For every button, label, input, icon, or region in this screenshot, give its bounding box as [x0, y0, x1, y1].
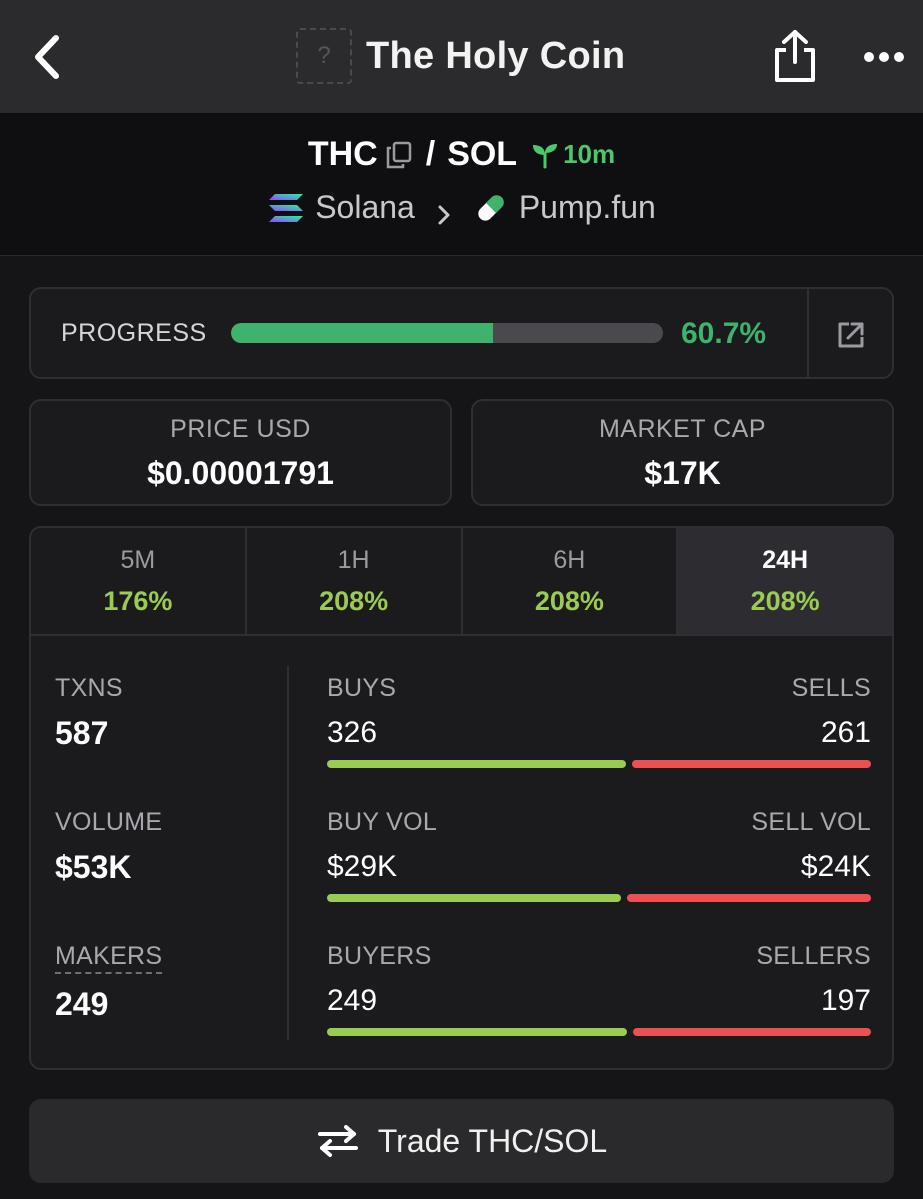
- buy-vol-value: $29K: [327, 850, 398, 883]
- price-usd-label: PRICE USD: [170, 415, 311, 443]
- txns-value: 587: [55, 715, 109, 751]
- buyers-value: 249: [327, 984, 378, 1017]
- pair-row: THC / SOL 10m: [0, 135, 923, 174]
- buys-label: BUYS: [327, 674, 397, 702]
- sell-vol-label: SELL VOL: [751, 808, 871, 836]
- solana-icon: [267, 192, 305, 224]
- sellers-label: SELLERS: [756, 942, 871, 970]
- volume-value: $53K: [55, 849, 132, 885]
- txns-label: TXNS: [55, 674, 123, 702]
- tab-change: 208%: [319, 586, 389, 616]
- buy-sell-ratio-bar: [327, 894, 871, 902]
- tab-5m[interactable]: 5M 176%: [31, 528, 247, 634]
- timeframe-tabs: 5M 176% 1H 208% 6H 208% 24H 208%: [31, 528, 892, 636]
- makers-value: 249: [55, 986, 109, 1022]
- tab-change: 208%: [750, 586, 820, 616]
- tab-label: 1H: [337, 546, 370, 574]
- makers-metric: MAKERS 249: [55, 942, 163, 1023]
- share-icon[interactable]: [772, 28, 818, 84]
- chevron-right-icon: [437, 197, 451, 224]
- pair-separator: /: [425, 135, 436, 173]
- tab-change: 208%: [534, 586, 604, 616]
- sell-bar: [627, 894, 871, 902]
- tab-24h[interactable]: 24H 208%: [678, 528, 892, 634]
- sells-label: SELLS: [791, 674, 871, 702]
- pair-header: THC / SOL 10m: [0, 113, 923, 256]
- volume-split: BUY VOL SELL VOL $29K $24K: [327, 770, 871, 902]
- tab-label: 6H: [553, 546, 586, 574]
- buy-sell-ratio-bar: [327, 1028, 871, 1036]
- top-bar: ? The Holy Coin: [0, 0, 923, 113]
- swap-icon: [316, 1124, 360, 1158]
- market-cap-label: MARKET CAP: [598, 415, 767, 443]
- divider: [807, 289, 809, 377]
- more-icon[interactable]: [860, 38, 910, 76]
- back-arrow-icon[interactable]: [28, 30, 68, 84]
- progress-label: PROGRESS: [61, 319, 207, 347]
- quote-symbol: SOL: [447, 135, 518, 173]
- progress-bar: [231, 323, 663, 343]
- tab-6h[interactable]: 6H 208%: [463, 528, 679, 634]
- sell-bar: [633, 1028, 871, 1036]
- buyers-label: BUYERS: [327, 942, 432, 970]
- tab-label: 5M: [120, 546, 156, 574]
- buy-bar: [327, 760, 626, 768]
- volume-metric: VOLUME $53K: [55, 808, 162, 886]
- buys-value: 326: [327, 716, 378, 749]
- tab-label: 24H: [762, 546, 809, 574]
- makers-label[interactable]: MAKERS: [55, 942, 163, 974]
- pill-icon: [473, 190, 509, 226]
- buy-vol-label: BUY VOL: [327, 808, 438, 836]
- buy-bar: [327, 894, 622, 902]
- market-cap-value: $17K: [644, 455, 721, 491]
- stats-card: 5M 176% 1H 208% 6H 208% 24H 208% TXNS 58…: [29, 526, 894, 1070]
- external-link-icon[interactable]: [835, 319, 867, 351]
- trade-button-label: Trade THC/SOL: [377, 1122, 608, 1159]
- progress-bar-fill: [231, 323, 494, 343]
- divider: [287, 666, 289, 1040]
- pair-age-value: 10m: [563, 139, 616, 169]
- price-usd-card: PRICE USD $0.00001791: [29, 399, 452, 506]
- pair-age: 10m: [531, 139, 615, 170]
- copy-icon[interactable]: [386, 141, 412, 169]
- txns-split: BUYS SELLS 326 261: [327, 636, 871, 768]
- market-cap-card: MARKET CAP $17K: [471, 399, 894, 506]
- page-title: The Holy Coin: [366, 34, 626, 77]
- trade-button[interactable]: Trade THC/SOL: [29, 1099, 894, 1183]
- sell-bar: [631, 760, 871, 768]
- price-usd-value: $0.00001791: [147, 455, 334, 491]
- buy-sell-ratio-bar: [327, 760, 871, 768]
- progress-value: 60.7%: [681, 317, 767, 350]
- sell-vol-value: $24K: [800, 850, 871, 883]
- title-wrap: ? The Holy Coin: [296, 28, 625, 84]
- base-symbol: THC: [307, 135, 378, 173]
- progress-card: PROGRESS 60.7%: [29, 287, 894, 379]
- buy-bar: [327, 1028, 628, 1036]
- tab-change: 176%: [103, 586, 173, 616]
- sellers-value: 197: [820, 984, 871, 1017]
- chain-link[interactable]: Solana: [315, 189, 415, 225]
- volume-label: VOLUME: [55, 808, 163, 836]
- sells-value: 261: [820, 716, 871, 749]
- sprout-icon: [531, 141, 559, 169]
- dex-link[interactable]: Pump.fun: [518, 189, 656, 225]
- makers-split: BUYERS SELLERS 249 197: [327, 904, 871, 1036]
- txns-metric: TXNS 587: [55, 674, 123, 752]
- token-image-placeholder: ?: [296, 28, 352, 84]
- tab-1h[interactable]: 1H 208%: [247, 528, 463, 634]
- breadcrumb: Solana Pump.fun: [0, 189, 923, 226]
